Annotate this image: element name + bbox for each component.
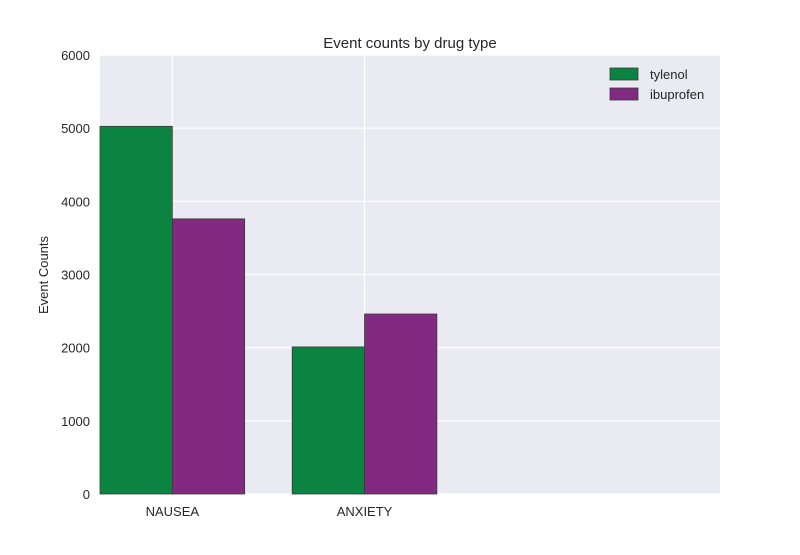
y-tick-label: 0 <box>83 487 90 502</box>
y-tick-label: 6000 <box>61 48 90 63</box>
x-axis-ticks: NAUSEA ANXIETY <box>146 504 393 519</box>
y-axis-label: Event Counts <box>36 235 51 314</box>
legend-label-ibuprofen: ibuprofen <box>650 87 704 102</box>
x-tick-label: ANXIETY <box>337 504 393 519</box>
legend-label-tylenol: tylenol <box>650 67 688 82</box>
bars <box>99 125 438 495</box>
bar-ibuprofen-anxiety <box>364 313 438 495</box>
y-tick-label: 4000 <box>61 194 90 209</box>
y-tick-label: 2000 <box>61 341 90 356</box>
y-tick-label: 5000 <box>61 121 90 136</box>
legend-swatch-tylenol <box>609 67 639 81</box>
bar-tylenol-anxiety <box>291 346 365 495</box>
legend-swatch-ibuprofen <box>609 87 639 101</box>
x-tick-label: NAUSEA <box>146 504 200 519</box>
bar-ibuprofen-nausea <box>171 218 246 495</box>
legend: tylenol ibuprofen <box>609 67 704 102</box>
bar-tylenol-nausea <box>99 125 173 495</box>
y-axis-ticks: 0 1000 2000 3000 4000 5000 6000 <box>61 48 90 502</box>
chart-title: Event counts by drug type <box>323 35 496 52</box>
y-tick-label: 3000 <box>61 268 90 283</box>
y-tick-label: 1000 <box>61 414 90 429</box>
